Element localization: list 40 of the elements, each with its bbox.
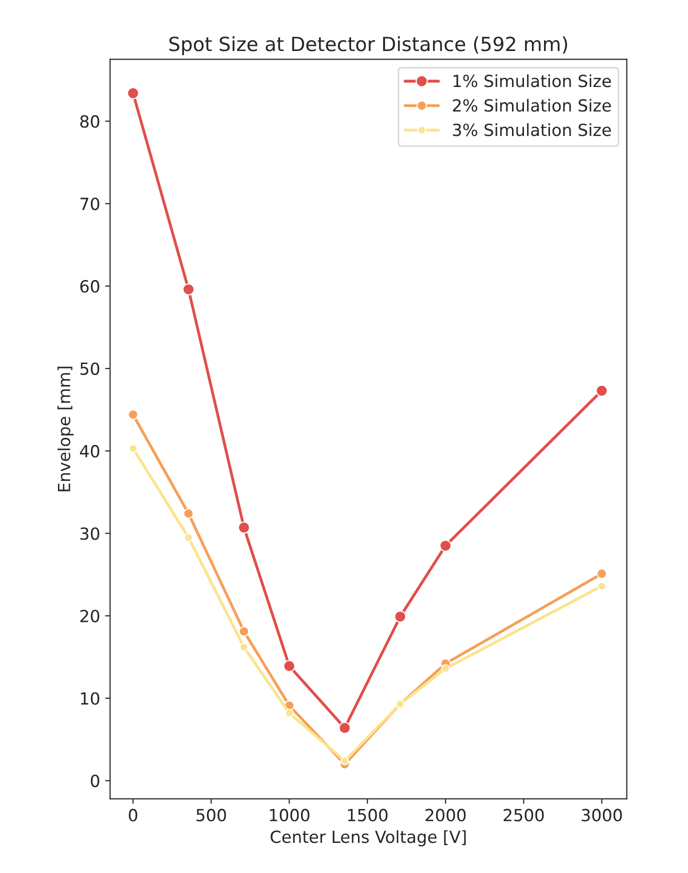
x-tick-label: 1500 [348, 808, 388, 822]
point [439, 540, 452, 552]
y-tick-label: 70 [80, 198, 100, 210]
legend-label: 2% Simulation Size [452, 98, 611, 112]
point [240, 642, 248, 652]
point [128, 409, 138, 420]
point [184, 533, 193, 542]
point [128, 444, 138, 453]
point [238, 522, 250, 534]
x-axis-title: Center Lens Voltage [V] [270, 830, 466, 846]
legend-label: 3% Simulation Size [453, 123, 611, 136]
y-tick-label: 10 [80, 692, 100, 705]
point [340, 756, 350, 766]
point [596, 568, 608, 579]
point [182, 283, 195, 296]
point [238, 626, 250, 637]
x-tick-label: 2500 [504, 808, 544, 822]
point [596, 384, 608, 397]
point [441, 664, 450, 673]
point [284, 708, 294, 718]
x-tick-label: 3000 [582, 808, 622, 822]
point [183, 508, 194, 519]
y-tick-label: 50 [80, 362, 100, 376]
point [126, 87, 140, 100]
y-tick-label: 0 [90, 774, 100, 788]
x-tick-label: 1000 [270, 808, 310, 822]
x-tick-label: 500 [196, 808, 226, 822]
y-axis-title: Envelope [mm] [57, 366, 74, 492]
y-tick-label: 30 [80, 527, 100, 540]
point [338, 722, 351, 734]
legend-label: 1% Simulation Size [454, 74, 611, 88]
y-tick-label: 20 [80, 610, 100, 622]
point [394, 610, 406, 623]
x-tick-label: 0 [128, 808, 138, 822]
point [283, 660, 296, 672]
y-tick-label: 80 [80, 115, 100, 128]
chart-title: Spot Size at Detector Distance (592 mm) [169, 36, 568, 56]
y-tick-label: 60 [80, 280, 100, 293]
x-tick-label: 2000 [426, 808, 466, 822]
y-tick-label: 40 [80, 444, 100, 458]
